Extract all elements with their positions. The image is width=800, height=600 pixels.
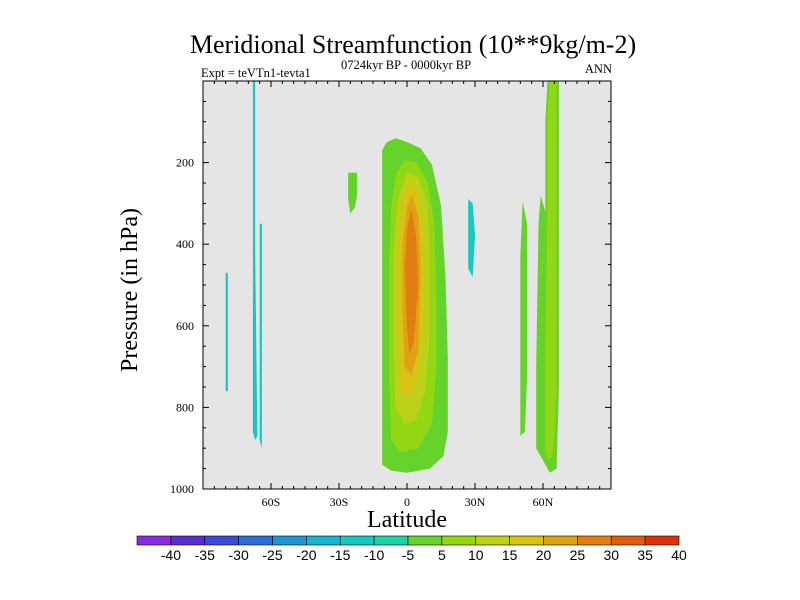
colorbar-label: 25: [570, 547, 586, 563]
colorbar-label: 40: [671, 547, 687, 563]
colorbar-swatch: [170, 535, 206, 546]
y-tick-label: 1000: [170, 482, 194, 496]
chart-title: Meridional Streamfunction (10**9kg/m-2): [190, 30, 636, 59]
y-tick-label: 200: [176, 156, 194, 170]
x-tick-label: 60N: [533, 495, 554, 509]
right-string: ANN: [585, 62, 612, 76]
colorbar-swatch: [577, 535, 612, 546]
colorbar-label: -5: [402, 547, 415, 563]
colorbar-label: 35: [637, 547, 653, 563]
colorbar-label: 20: [536, 547, 552, 563]
y-axis: 200 400 600 800 1000: [170, 100, 611, 496]
colorbar-swatch: [272, 535, 307, 546]
y-tick-label: 400: [176, 237, 194, 251]
x-tick-label: 60S: [262, 495, 281, 509]
x-axis-title: Latitude: [367, 507, 447, 533]
x-axis: 60S 30S 0 30N 60N: [213, 81, 601, 509]
y-axis-title: Pressure (in hPa): [117, 208, 143, 372]
colorbar-swatch: [204, 535, 239, 546]
colorbar-label: -35: [195, 547, 215, 563]
colorbar-swatch: [441, 535, 477, 546]
colorbar-swatch: [136, 535, 172, 546]
colorbar-label: 10: [468, 547, 484, 563]
contour-region-nh-neg: [468, 199, 475, 277]
colorbar-swatch: [610, 535, 646, 546]
x-tick-label: 0: [404, 495, 410, 509]
colorbar-label: -30: [229, 547, 249, 563]
contour-region-sh-neg-c: [259, 223, 262, 449]
colorbar-label: -20: [296, 547, 316, 563]
colorbar-label: -25: [262, 547, 282, 563]
colorbar-swatch: [407, 535, 443, 546]
colorbar-label: -10: [364, 547, 384, 563]
colorbar-swatch: [644, 535, 680, 546]
colorbar-swatch: [339, 535, 375, 546]
x-tick-label: 30N: [465, 495, 486, 509]
contour-region-nh-mid: [520, 201, 528, 436]
colorbar-label: 5: [438, 547, 446, 563]
contour-regions: [225, 81, 559, 473]
left-string: Expt = teVTn1-tevta1: [201, 66, 311, 80]
colorbar-swatch: [475, 535, 510, 546]
colorbar-swatch: [373, 535, 409, 546]
colorbar-label: 15: [502, 547, 518, 563]
colorbar-swatch: [306, 535, 341, 546]
contour-region-sh-neg-a: [225, 272, 228, 392]
contour-region-sh-neg-b: [252, 81, 258, 440]
contour-region-nh-inner: [545, 81, 557, 461]
colorbar-swatch: [238, 535, 273, 546]
contour-region-core-25-30: [404, 209, 419, 355]
colorbar-label: -40: [161, 547, 181, 563]
y-tick-label: 600: [176, 319, 194, 333]
colorbar: -40 -35 -30 -25 -20 -15 -10 -5 5 10 15 20 25 30 35 40: [136, 535, 687, 563]
center-string: 0724kyr BP - 0000kyr BP: [341, 58, 471, 72]
x-tick-label: 30S: [330, 495, 349, 509]
y-tick-label: 800: [176, 400, 194, 414]
colorbar-swatch: [543, 535, 578, 546]
contour-region-blob-left: [348, 172, 358, 214]
colorbar-swatch: [509, 535, 544, 546]
colorbar-label: 30: [603, 547, 619, 563]
colorbar-label: -15: [330, 547, 350, 563]
